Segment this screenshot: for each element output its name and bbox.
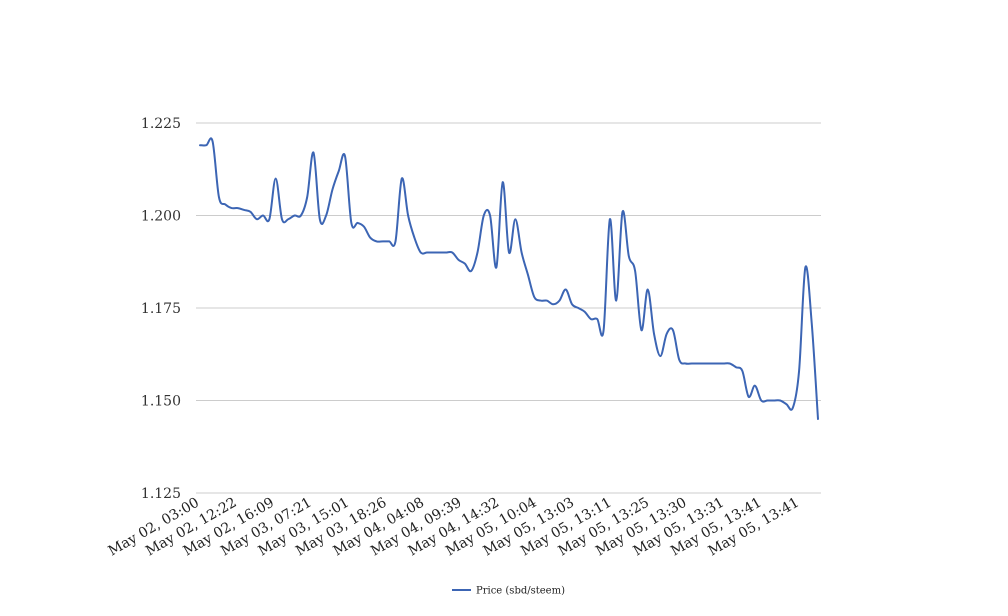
y-tick-label: 1.200 <box>141 209 181 225</box>
gridlines <box>196 122 821 494</box>
series-layer <box>199 137 819 420</box>
series-line-price <box>199 137 819 420</box>
legend: Price (sbd/steem) <box>452 586 565 597</box>
y-tick-label: 1.150 <box>141 394 181 410</box>
y-tick-label: 1.225 <box>141 116 181 132</box>
y-axis-tick-labels: 1.225 1.200 1.175 1.150 1.125 <box>141 116 181 502</box>
y-tick-label: 1.125 <box>141 486 181 502</box>
legend-label-price: Price (sbd/steem) <box>476 586 565 597</box>
y-tick-label: 1.175 <box>141 301 181 317</box>
